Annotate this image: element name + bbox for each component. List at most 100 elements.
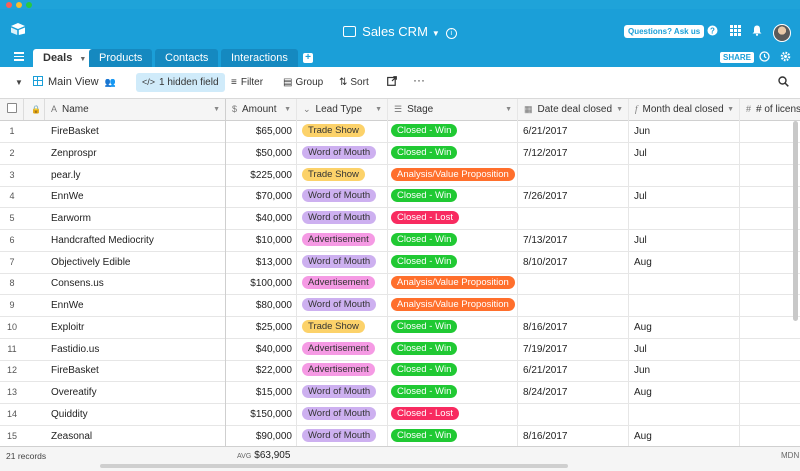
chevron-down-icon[interactable]: ▼ [375, 106, 382, 113]
share-view-icon[interactable] [387, 76, 397, 90]
cell-lead-type[interactable]: Advertisement [297, 360, 387, 381]
cell-date-deal-closed[interactable]: 7/12/2017 [523, 147, 568, 159]
sort-button[interactable]: ⇅ Sort [339, 77, 369, 88]
row-number[interactable]: 12 [6, 365, 17, 376]
filter-button[interactable]: ≡ Filter [231, 77, 264, 88]
cell-name[interactable]: Consens.us [51, 278, 104, 290]
cell-stage[interactable]: Analysis/Value Proposition [388, 295, 517, 316]
cell-name[interactable]: FireBasket [51, 126, 99, 137]
table-row[interactable]: 14 Quiddity $150,000 Word of Mouth Closed - … [0, 404, 800, 426]
cell-month-deal-closed[interactable]: Jul [634, 147, 647, 159]
table-row[interactable]: 11 Fastidio.us $40,000 Advertisement Closed … [0, 339, 800, 361]
cell-lead-type[interactable]: Word of Mouth [297, 252, 387, 273]
tab-interactions[interactable]: Interactions [221, 49, 298, 67]
cell-lead-type[interactable]: Word of Mouth [297, 186, 387, 207]
column-header-month-deal-closed[interactable]: f Month deal closed ▼ [629, 99, 740, 120]
help-icon[interactable]: ? [707, 25, 718, 39]
chevron-down-icon[interactable]: ▼ [79, 56, 87, 63]
row-number[interactable]: 5 [9, 213, 15, 223]
table-row[interactable]: 5 Earworm $40,000 Word of Mouth Closed - Los… [0, 208, 800, 230]
cell-date-deal-closed[interactable]: 8/16/2017 [523, 321, 568, 333]
cell-date-deal-closed[interactable] [518, 165, 628, 186]
amount-average-summary[interactable]: AVG $63,905 [237, 450, 290, 461]
cell-date-deal-closed[interactable] [518, 404, 628, 425]
table-row[interactable]: 15 Zeasonal $90,000 Word of Mouth Closed - W… [0, 426, 800, 447]
cell-month-deal-closed[interactable]: Aug [634, 321, 652, 333]
cell-lead-type[interactable]: Word of Mouth [297, 143, 387, 164]
cell-amount[interactable]: $225,000 [250, 169, 292, 181]
cell-amount[interactable]: $22,000 [255, 365, 292, 377]
cell-month-deal-closed[interactable] [629, 208, 739, 229]
cell-month-deal-closed[interactable]: Aug [634, 256, 652, 268]
tab-products[interactable]: Products [89, 49, 153, 67]
row-number[interactable]: 15 [6, 430, 17, 441]
cell-name[interactable]: Overeatify [51, 387, 97, 398]
cell-amount[interactable]: $70,000 [255, 191, 292, 203]
cell-stage[interactable]: Closed - Win [388, 426, 517, 447]
table-row[interactable]: 6 Handcrafted Mediocrity $10,000 Advertisem… [0, 230, 800, 252]
cell-name[interactable]: EnnWe [51, 300, 84, 311]
cell-lead-type[interactable]: Word of Mouth [297, 295, 387, 316]
cell-month-deal-closed[interactable]: Aug [634, 430, 652, 442]
column-header-name[interactable]: A Name ▼ [45, 99, 226, 120]
row-number[interactable]: 4 [9, 191, 15, 202]
cell-amount[interactable]: $150,000 [250, 408, 292, 420]
cell-lead-type[interactable]: Word of Mouth [297, 382, 387, 403]
column-header-licenses[interactable]: # # of licens [746, 104, 800, 115]
cell-lead-type[interactable]: Trade Show [297, 317, 387, 338]
cell-amount[interactable]: $90,000 [255, 430, 292, 442]
chevron-down-icon[interactable]: ▼ [505, 106, 512, 113]
cell-name[interactable]: Zeasonal [51, 430, 93, 442]
row-number[interactable]: 7 [9, 256, 15, 267]
share-button[interactable]: SHARE [720, 52, 755, 63]
cell-name[interactable]: FireBasket [51, 365, 99, 377]
cell-date-deal-closed[interactable] [518, 273, 628, 294]
cell-stage[interactable]: Closed - Win [388, 317, 517, 338]
more-options-icon[interactable]: ··· [413, 73, 425, 87]
row-number[interactable]: 3 [9, 169, 15, 180]
row-number[interactable]: 2 [9, 147, 15, 158]
cell-amount[interactable]: $65,000 [255, 126, 292, 137]
cell-date-deal-closed[interactable]: 7/19/2017 [523, 343, 568, 355]
help-button[interactable]: Questions? Ask us [624, 25, 705, 38]
cell-lead-type[interactable]: Trade Show [297, 165, 387, 186]
cell-stage[interactable]: Closed - Win [388, 339, 517, 360]
info-icon[interactable]: i [445, 28, 457, 39]
cell-month-deal-closed[interactable] [629, 165, 739, 186]
cell-name[interactable]: EnnWe [51, 191, 84, 203]
row-number[interactable]: 9 [9, 300, 15, 310]
column-header-date-deal-closed[interactable]: ▦ Date deal closed ▼ [518, 99, 629, 120]
chevron-down-icon[interactable]: ▼ [616, 106, 623, 113]
table-row[interactable]: 7 Objectively Edible $13,000 Word of Mouth C… [0, 252, 800, 274]
cell-name[interactable]: Earworm [51, 213, 92, 224]
table-row[interactable]: 4 EnnWe $70,000 Word of Mouth Closed - Win 7/… [0, 186, 800, 209]
cell-date-deal-closed[interactable] [518, 295, 628, 316]
cell-name[interactable]: Objectively Edible [51, 256, 131, 268]
vertical-scrollbar[interactable] [793, 121, 798, 321]
select-all-checkbox[interactable] [0, 99, 24, 120]
cell-amount[interactable]: $40,000 [255, 343, 292, 355]
cell-amount[interactable]: $50,000 [255, 147, 292, 159]
cell-month-deal-closed[interactable]: Jul [634, 234, 647, 246]
cell-name[interactable]: Exploitr [51, 321, 85, 333]
user-avatar[interactable] [773, 24, 791, 42]
row-number[interactable]: 13 [6, 387, 17, 397]
cell-date-deal-closed[interactable]: 8/10/2017 [523, 256, 568, 268]
cell-amount[interactable]: $25,000 [255, 321, 292, 333]
table-row[interactable]: 12 FireBasket $22,000 Advertisement Closed -… [0, 360, 800, 383]
search-icon[interactable] [778, 76, 789, 91]
maximize-window-button[interactable] [26, 2, 32, 8]
table-row[interactable]: 2 Zenprospr $50,000 Word of Mouth Closed - W… [0, 143, 800, 165]
cell-amount[interactable]: $10,000 [255, 234, 292, 246]
notifications-bell-icon[interactable] [752, 25, 762, 39]
cell-date-deal-closed[interactable]: 8/24/2017 [523, 387, 568, 398]
cell-stage[interactable]: Closed - Lost [388, 404, 517, 425]
group-button[interactable]: ▤ Group [283, 77, 324, 88]
column-header-amount[interactable]: $ Amount ▼ [226, 99, 297, 120]
table-row[interactable]: 1 FireBasket $65,000 Trade Show Closed - Win… [0, 121, 800, 143]
table-row[interactable]: 13 Overeatify $15,000 Word of Mouth Closed -… [0, 382, 800, 404]
cell-lead-type[interactable]: Advertisement [297, 339, 387, 360]
column-header-lead-type[interactable]: ⌄ Lead Type ▼ [297, 99, 388, 120]
cell-amount[interactable]: $80,000 [255, 300, 292, 311]
row-number[interactable]: 14 [6, 408, 17, 419]
